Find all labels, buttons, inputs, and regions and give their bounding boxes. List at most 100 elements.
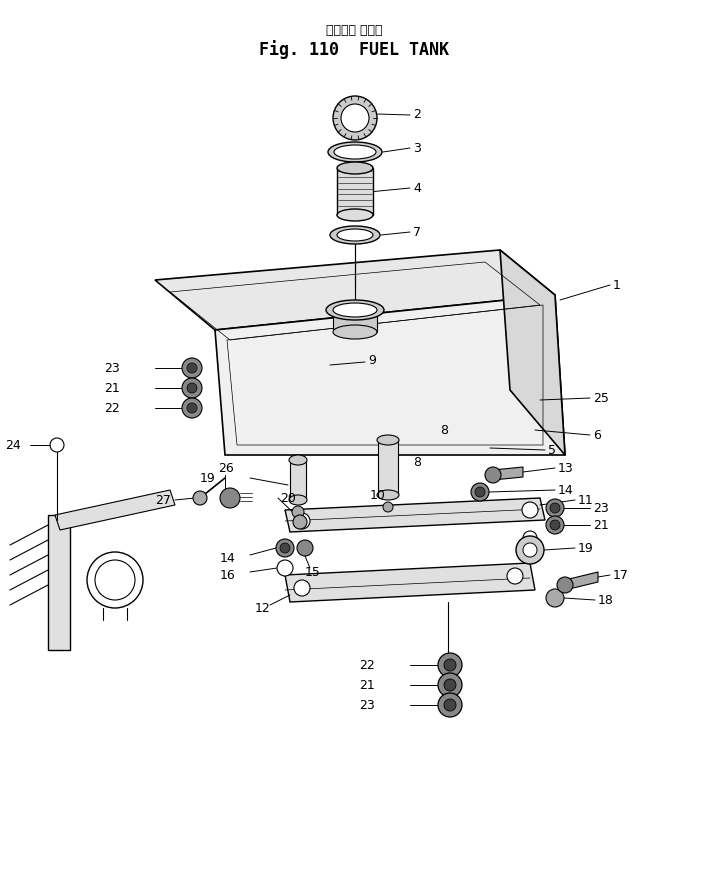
Circle shape [87, 552, 143, 608]
Text: 3: 3 [413, 141, 421, 154]
Circle shape [444, 659, 456, 671]
Polygon shape [285, 563, 535, 602]
Circle shape [182, 358, 202, 378]
Circle shape [485, 467, 501, 483]
Circle shape [522, 502, 538, 518]
Text: 9: 9 [368, 354, 376, 367]
Text: 25: 25 [593, 391, 609, 404]
Circle shape [294, 580, 310, 596]
Ellipse shape [337, 209, 373, 221]
Polygon shape [215, 295, 565, 455]
Text: 21: 21 [104, 381, 120, 395]
Text: 2: 2 [413, 109, 421, 121]
Circle shape [292, 506, 304, 518]
Circle shape [276, 539, 294, 557]
Circle shape [550, 503, 560, 513]
Ellipse shape [289, 495, 307, 505]
Text: 8: 8 [440, 423, 448, 436]
Circle shape [516, 536, 544, 564]
Circle shape [438, 693, 462, 717]
Polygon shape [333, 310, 377, 332]
Text: 27: 27 [155, 494, 171, 507]
Circle shape [182, 398, 202, 418]
Circle shape [187, 383, 197, 393]
Text: 13: 13 [558, 462, 574, 475]
Ellipse shape [334, 145, 376, 159]
Polygon shape [378, 440, 398, 495]
Circle shape [50, 438, 64, 452]
Ellipse shape [377, 490, 399, 500]
Text: 16: 16 [220, 569, 236, 582]
Circle shape [557, 577, 573, 593]
Circle shape [471, 483, 489, 501]
Circle shape [95, 560, 135, 600]
Polygon shape [55, 490, 175, 530]
Circle shape [294, 513, 310, 529]
Circle shape [546, 516, 564, 534]
Circle shape [438, 653, 462, 677]
Text: 23: 23 [593, 502, 609, 515]
Text: 14: 14 [558, 483, 574, 496]
Text: 21: 21 [593, 518, 609, 531]
Circle shape [507, 568, 523, 584]
Text: 15: 15 [305, 565, 321, 578]
Text: 20: 20 [280, 491, 296, 504]
Polygon shape [500, 250, 565, 455]
Circle shape [341, 104, 369, 132]
Circle shape [280, 543, 290, 553]
Ellipse shape [328, 142, 382, 162]
Text: 4: 4 [413, 181, 421, 194]
Circle shape [475, 487, 485, 497]
Text: 17: 17 [613, 569, 629, 582]
Text: 23: 23 [104, 361, 120, 375]
Circle shape [187, 403, 197, 413]
Circle shape [193, 491, 207, 505]
Text: 8: 8 [413, 456, 421, 469]
Circle shape [546, 499, 564, 517]
Circle shape [220, 488, 240, 508]
Circle shape [383, 502, 393, 512]
Ellipse shape [289, 455, 307, 465]
Circle shape [187, 363, 197, 373]
Ellipse shape [333, 325, 377, 339]
Circle shape [277, 560, 293, 576]
Text: 11: 11 [578, 494, 593, 507]
Text: 12: 12 [255, 602, 271, 615]
Text: 6: 6 [593, 429, 601, 442]
Text: 22: 22 [104, 402, 120, 415]
Circle shape [444, 679, 456, 691]
Text: 26: 26 [218, 462, 234, 475]
Text: 24: 24 [5, 438, 21, 451]
Polygon shape [290, 460, 306, 500]
Ellipse shape [337, 229, 373, 241]
Text: 1: 1 [613, 279, 621, 292]
Polygon shape [48, 515, 70, 650]
Circle shape [182, 378, 202, 398]
Text: 19: 19 [199, 471, 215, 484]
Polygon shape [285, 498, 545, 532]
Text: 22: 22 [359, 658, 375, 672]
Ellipse shape [333, 303, 377, 317]
Circle shape [333, 96, 377, 140]
Text: 5: 5 [548, 443, 556, 456]
Ellipse shape [337, 162, 373, 174]
Text: フェエル タンク: フェエル タンク [325, 24, 382, 37]
Text: 7: 7 [413, 226, 421, 239]
Circle shape [444, 699, 456, 711]
Circle shape [550, 520, 560, 530]
Circle shape [546, 589, 564, 607]
Polygon shape [493, 467, 523, 480]
Circle shape [523, 531, 537, 545]
Polygon shape [337, 168, 373, 215]
Text: 23: 23 [359, 699, 375, 712]
Ellipse shape [330, 226, 380, 244]
Circle shape [523, 543, 537, 557]
Text: 14: 14 [220, 551, 236, 564]
Polygon shape [155, 250, 555, 330]
Circle shape [297, 540, 313, 556]
Text: Fig. 110  FUEL TANK: Fig. 110 FUEL TANK [259, 41, 449, 59]
Text: 19: 19 [578, 542, 593, 555]
Polygon shape [565, 572, 598, 590]
Text: 18: 18 [598, 593, 614, 606]
Ellipse shape [377, 435, 399, 445]
